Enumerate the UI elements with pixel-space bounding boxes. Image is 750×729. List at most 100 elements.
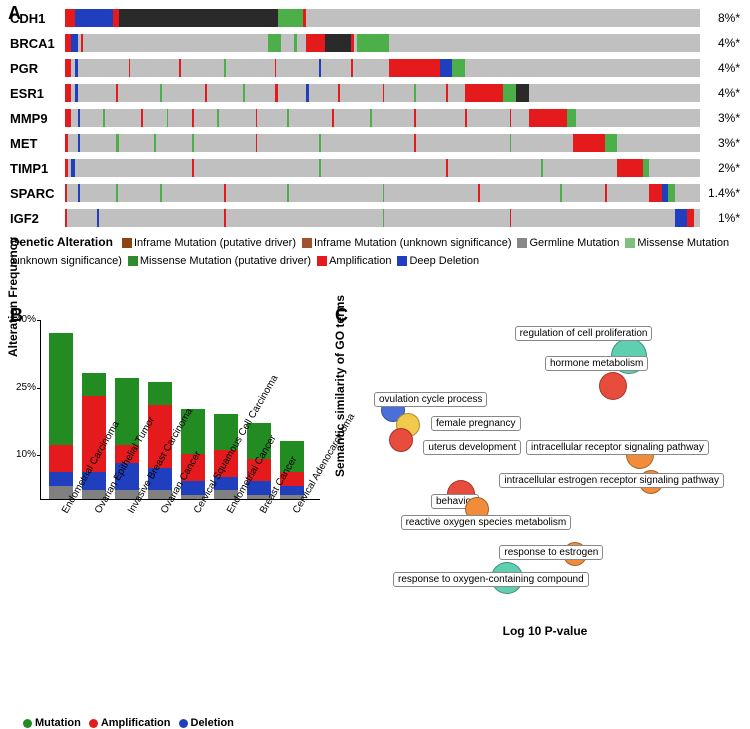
panel-c: C Log 10 P-value Semantic similarity of …: [335, 310, 740, 670]
legend-dot: [179, 719, 188, 728]
alteration-seg: [116, 134, 119, 152]
alteration-seg: [78, 109, 80, 127]
y-tick-line: [37, 455, 41, 456]
track: [65, 209, 700, 227]
gene-label: IGF2: [10, 211, 65, 226]
alteration-seg: [268, 34, 281, 52]
alteration-seg: [103, 109, 105, 127]
alteration-seg: [306, 84, 309, 102]
bubble-label: intracellular receptor signaling pathway: [526, 440, 709, 455]
alteration-seg: [370, 109, 372, 127]
alteration-seg: [675, 209, 688, 227]
alteration-seg: [192, 109, 194, 127]
legend-swatch: [302, 238, 312, 248]
pct-label: 4%*: [700, 36, 740, 50]
alteration-seg: [65, 59, 71, 77]
alteration-seg: [452, 59, 465, 77]
pct-label: 3%*: [700, 111, 740, 125]
oncoprint-row: PGR 4%*: [10, 57, 740, 79]
alteration-seg: [256, 109, 258, 127]
alteration-seg: [325, 34, 350, 52]
alteration-seg: [357, 34, 389, 52]
alteration-seg: [65, 134, 68, 152]
alteration-seg: [414, 109, 416, 127]
track: [65, 9, 700, 27]
gene-label: MMP9: [10, 111, 65, 126]
alteration-seg: [75, 9, 107, 27]
oncoprint-row: MMP9 3%*: [10, 107, 740, 129]
alteration-seg: [306, 34, 325, 52]
alteration-seg: [119, 9, 278, 27]
legend-dot: [23, 719, 32, 728]
alteration-seg: [529, 109, 567, 127]
alteration-seg: [65, 84, 71, 102]
oncoprint-row: BRCA1 4%*: [10, 32, 740, 54]
pct-label: 2%*: [700, 161, 740, 175]
alteration-seg: [75, 59, 78, 77]
alteration-seg: [71, 159, 74, 177]
alteration-seg: [383, 84, 385, 102]
bar-seg: [82, 373, 106, 396]
alteration-seg: [116, 84, 118, 102]
gene-label: SPARC: [10, 186, 65, 201]
bar-seg: [49, 445, 73, 472]
gene-label: BRCA1: [10, 36, 65, 51]
legend-dot: [89, 719, 98, 728]
alteration-seg: [617, 159, 642, 177]
alteration-seg: [319, 134, 321, 152]
legend-swatch: [517, 238, 527, 248]
gene-label: PGR: [10, 61, 65, 76]
track: [65, 184, 700, 202]
alteration-seg: [65, 109, 71, 127]
alteration-seg: [256, 134, 258, 152]
alteration-seg: [81, 34, 83, 52]
alteration-seg: [160, 84, 162, 102]
panel-b-legend: MutationAmplificationDeletion: [15, 717, 320, 729]
panel-a-label: A: [8, 3, 21, 24]
alteration-seg: [319, 59, 321, 77]
alteration-seg: [75, 84, 78, 102]
bubble-label: response to oxygen-containing compound: [393, 572, 589, 587]
pct-label: 4%*: [700, 61, 740, 75]
pct-label: 4%*: [700, 86, 740, 100]
legend-label: Inframe Mutation (unknown significance): [314, 237, 511, 249]
oncoprint-row: TIMP12%*: [10, 157, 740, 179]
alteration-seg: [116, 184, 118, 202]
pct-label: 1%*: [700, 211, 740, 225]
legend-swatch: [317, 256, 327, 266]
pct-label: 3%*: [700, 136, 740, 150]
y-axis-label: Alteration Frequency: [6, 236, 20, 356]
alteration-seg: [510, 109, 512, 127]
alteration-seg: [192, 159, 194, 177]
legend-a-title: Genetic Alteration: [10, 235, 113, 249]
alteration-seg: [97, 209, 99, 227]
alteration-seg: [275, 59, 277, 77]
alteration-seg: [303, 9, 306, 27]
alteration-seg: [605, 134, 618, 152]
y-tick: 10%: [11, 449, 36, 460]
legend-swatch: [397, 256, 407, 266]
alteration-seg: [278, 9, 303, 27]
oncoprint-row: MET3%*: [10, 132, 740, 154]
oncoprint-row: CDH18%*: [10, 7, 740, 29]
legend-swatch: [122, 238, 132, 248]
bubble-label: response to estrogen: [499, 545, 603, 560]
legend-label: Inframe Mutation (putative driver): [134, 237, 296, 249]
alteration-seg: [446, 159, 448, 177]
alteration-seg: [224, 184, 226, 202]
alteration-seg: [78, 134, 80, 152]
alteration-seg: [217, 109, 219, 127]
oncoprint-row: IGF2 1%*: [10, 207, 740, 229]
alteration-seg: [560, 184, 562, 202]
alteration-seg: [275, 84, 278, 102]
alteration-seg: [205, 84, 207, 102]
pct-label: 1.4%*: [700, 186, 740, 200]
alteration-seg: [510, 209, 512, 227]
bubble-label: uterus development: [423, 440, 521, 455]
alteration-seg: [541, 159, 543, 177]
y-tick-line: [37, 320, 41, 321]
legend-label: Missense Mutation (putative driver): [140, 255, 311, 267]
track: [65, 34, 700, 52]
track: [65, 109, 700, 127]
y-tick-line: [37, 388, 41, 389]
